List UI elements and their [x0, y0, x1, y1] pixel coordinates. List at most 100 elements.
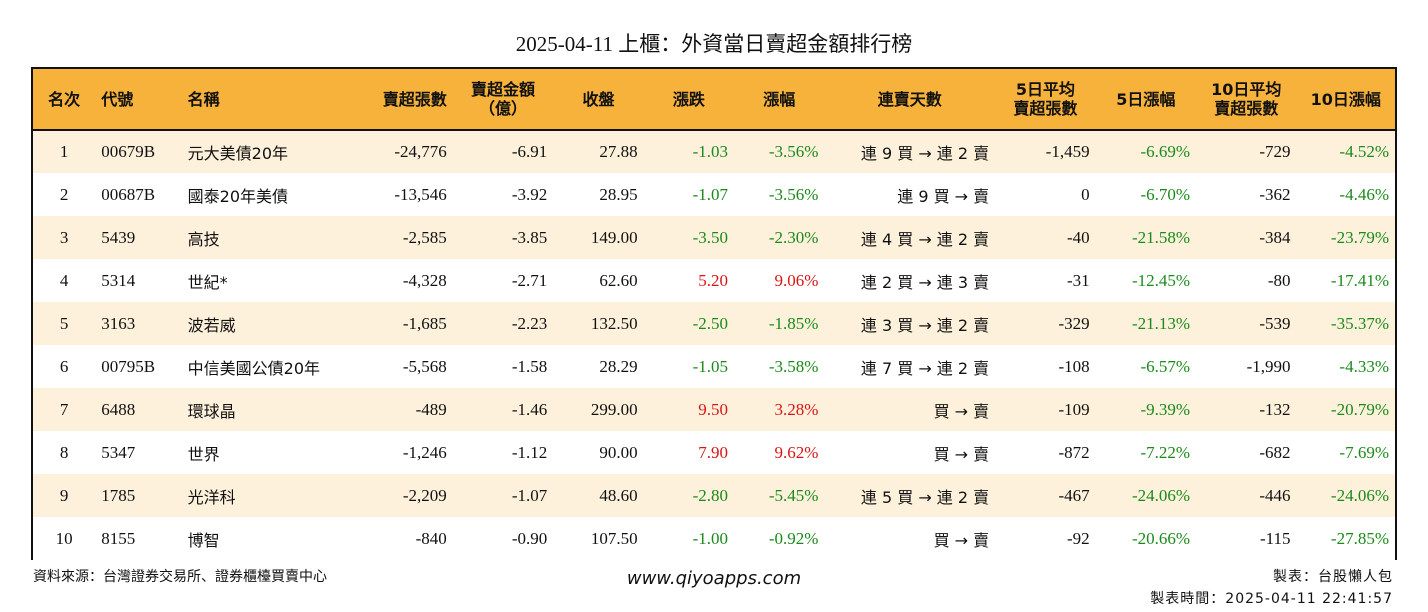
cell-pct: -0.92%	[768, 528, 819, 548]
header-avg5-line1: 5日平均	[1015, 80, 1075, 99]
cell-close: 299.00	[590, 399, 638, 419]
cell-sell-amount: -1.58	[511, 356, 548, 376]
cell-sell-amount: -1.12	[511, 442, 548, 462]
table-row: 8 5347 世界 -1,246 -1.12 90.00 7.90 9.62% 買 → 賣 -87…	[33, 431, 1395, 474]
cell-pct10: -4.52%	[1339, 142, 1389, 161]
cell-streak: 買 → 賣	[933, 401, 990, 421]
header-sell-amount-line2: （億）	[479, 99, 528, 118]
cell-streak: 買 → 賣	[933, 444, 990, 464]
table-row: 10 8155 博智 -840 -0.90 107.50 -1.00 -0.92% 買 → 賣 -…	[33, 517, 1395, 560]
cell-streak: 連 9 買 → 連 2 賣	[860, 144, 990, 163]
cell-change: 5.20	[698, 270, 729, 290]
cell-change: -1.05	[692, 356, 729, 376]
cell-avg10: -115	[1259, 528, 1291, 548]
cell-sell-shares: -2,585	[402, 227, 447, 247]
cell-change: -1.07	[692, 184, 729, 204]
cell-name: 世界	[187, 444, 220, 464]
cell-change: -1.03	[692, 142, 729, 161]
header-name: 名稱	[181, 69, 363, 131]
table-row: 4 5314 世紀* -4,328 -2.71 62.60 5.20 9.06% 連 2 買 →…	[33, 259, 1395, 302]
cell-pct: -1.85%	[768, 313, 819, 333]
cell-sell-amount: -3.92	[511, 184, 548, 204]
cell-change: -1.00	[692, 528, 729, 548]
cell-pct10: -23.79%	[1330, 227, 1389, 247]
cell-pct10: -7.69%	[1339, 442, 1389, 462]
cell-pct: -3.58%	[768, 356, 819, 376]
header-avg5: 5日平均 賣超張數	[995, 69, 1096, 131]
cell-change: 7.90	[698, 442, 729, 462]
header-code: 代號	[95, 69, 182, 131]
cell-avg10: -682	[1259, 442, 1291, 462]
header-avg5-line2: 賣超張數	[1013, 99, 1078, 118]
cell-code: 3163	[101, 313, 136, 333]
cell-sell-amount: -6.91	[511, 142, 548, 161]
cell-avg5: -40	[1066, 227, 1090, 247]
table-row: 5 3163 波若威 -1,685 -2.23 132.50 -2.50 -1.85% 連 3 …	[33, 302, 1395, 345]
cell-avg5: 0	[1081, 184, 1090, 204]
cell-avg5: -872	[1058, 442, 1090, 462]
cell-pct: 9.06%	[774, 270, 819, 290]
table-row: 1 00679B 元大美債20年 -24,776 -6.91 27.88 -1.03 -3.5…	[33, 130, 1395, 173]
cell-streak: 連 5 買 → 連 2 賣	[860, 487, 990, 507]
cell-avg10: -1,990	[1246, 356, 1291, 376]
cell-rank: 2	[59, 184, 69, 204]
cell-sell-shares: -489	[415, 399, 447, 419]
header-close: 收盤	[553, 69, 644, 131]
cell-code: 5347	[101, 442, 136, 462]
cell-pct5: -7.22%	[1140, 442, 1191, 462]
cell-close: 27.88	[599, 142, 638, 161]
website-link[interactable]: www.qiyoapps.com	[626, 568, 802, 589]
cell-avg10: -446	[1259, 485, 1291, 505]
cell-pct10: -24.06%	[1330, 485, 1389, 505]
cell-close: 90.00	[599, 442, 638, 462]
cell-rank: 4	[59, 270, 69, 290]
cell-code: 00679B	[101, 142, 156, 161]
cell-close: 107.50	[590, 528, 638, 548]
cell-avg5: -109	[1058, 399, 1090, 419]
header-pct10: 10日漲幅	[1296, 69, 1395, 131]
cell-avg5: -31	[1066, 270, 1090, 290]
table-row: 6 00795B 中信美國公債20年 -5,568 -1.58 28.29 -1.05 -3.…	[33, 345, 1395, 388]
cell-pct5: -6.57%	[1140, 356, 1191, 376]
cell-avg5: -467	[1058, 485, 1090, 505]
cell-sell-amount: -1.07	[511, 485, 548, 505]
cell-pct10: -17.41%	[1330, 270, 1389, 290]
cell-rank: 6	[59, 356, 69, 376]
cell-pct5: -21.13%	[1131, 313, 1191, 333]
cell-avg5: -108	[1058, 356, 1090, 376]
cell-sell-shares: -1,246	[402, 442, 447, 462]
cell-pct5: -20.66%	[1131, 528, 1191, 548]
cell-streak: 連 2 買 → 連 3 賣	[860, 272, 990, 292]
cell-streak: 買 → 賣	[933, 530, 990, 550]
table-time: 製表時間：2025-04-11 22:41:57	[1150, 591, 1393, 607]
cell-pct: -5.45%	[768, 485, 819, 505]
cell-name: 光洋科	[187, 487, 236, 507]
cell-pct10: -4.33%	[1339, 356, 1389, 376]
cell-rank: 3	[59, 227, 69, 247]
cell-change: -3.50	[692, 227, 729, 247]
cell-avg10: -362	[1259, 184, 1291, 204]
cell-name: 環球晶	[187, 401, 236, 421]
header-sell-shares: 賣超張數	[362, 69, 453, 131]
cell-avg5: -92	[1066, 528, 1090, 548]
cell-avg10: -384	[1259, 227, 1291, 247]
cell-sell-shares: -13,546	[394, 184, 447, 204]
cell-pct5: -21.58%	[1131, 227, 1191, 247]
cell-avg10: -729	[1259, 142, 1291, 161]
cell-change: -2.50	[692, 313, 729, 333]
header-avg10: 10日平均 賣超張數	[1196, 69, 1297, 131]
cell-rank: 9	[59, 485, 69, 505]
cell-sell-shares: -4,328	[402, 270, 447, 290]
cell-change: -2.80	[692, 485, 729, 505]
cell-name: 中信美國公債20年	[187, 358, 321, 378]
header-avg10-line2: 賣超張數	[1214, 99, 1279, 118]
cell-avg10: -132	[1259, 399, 1291, 419]
cell-pct: 3.28%	[774, 399, 819, 419]
cell-pct5: -9.39%	[1140, 399, 1191, 419]
cell-pct10: -20.79%	[1330, 399, 1389, 419]
ranking-table: 名次 代號 名稱 賣超張數 賣超金額 （億） 收盤 漲跌 漲幅 連賣天數 5日平…	[31, 67, 1397, 560]
cell-name: 國泰20年美債	[187, 186, 289, 206]
cell-close: 132.50	[590, 313, 638, 333]
cell-streak: 連 9 買 → 賣	[897, 186, 990, 206]
cell-pct5: -6.70%	[1140, 184, 1191, 204]
